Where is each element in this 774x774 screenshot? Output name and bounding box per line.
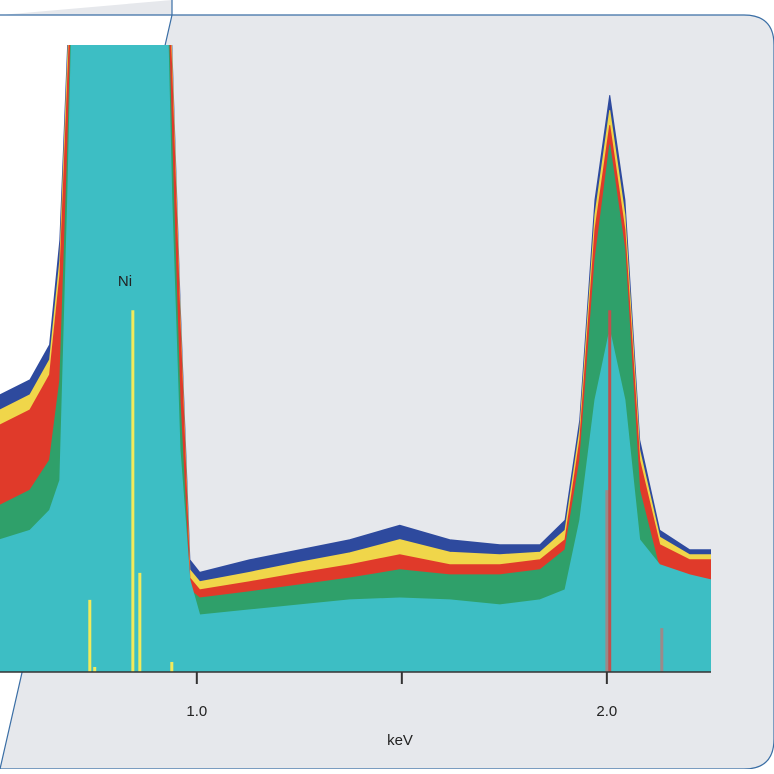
x-tick-label: 2.0 <box>596 703 617 720</box>
annotation: Ni <box>118 273 132 290</box>
x-tick-label: 1.0 <box>186 703 207 720</box>
spectrum-area <box>0 45 711 672</box>
axes: 1.0 2.0 <box>0 671 711 720</box>
plot-area <box>0 45 711 672</box>
x-axis-label: keV <box>387 732 413 749</box>
